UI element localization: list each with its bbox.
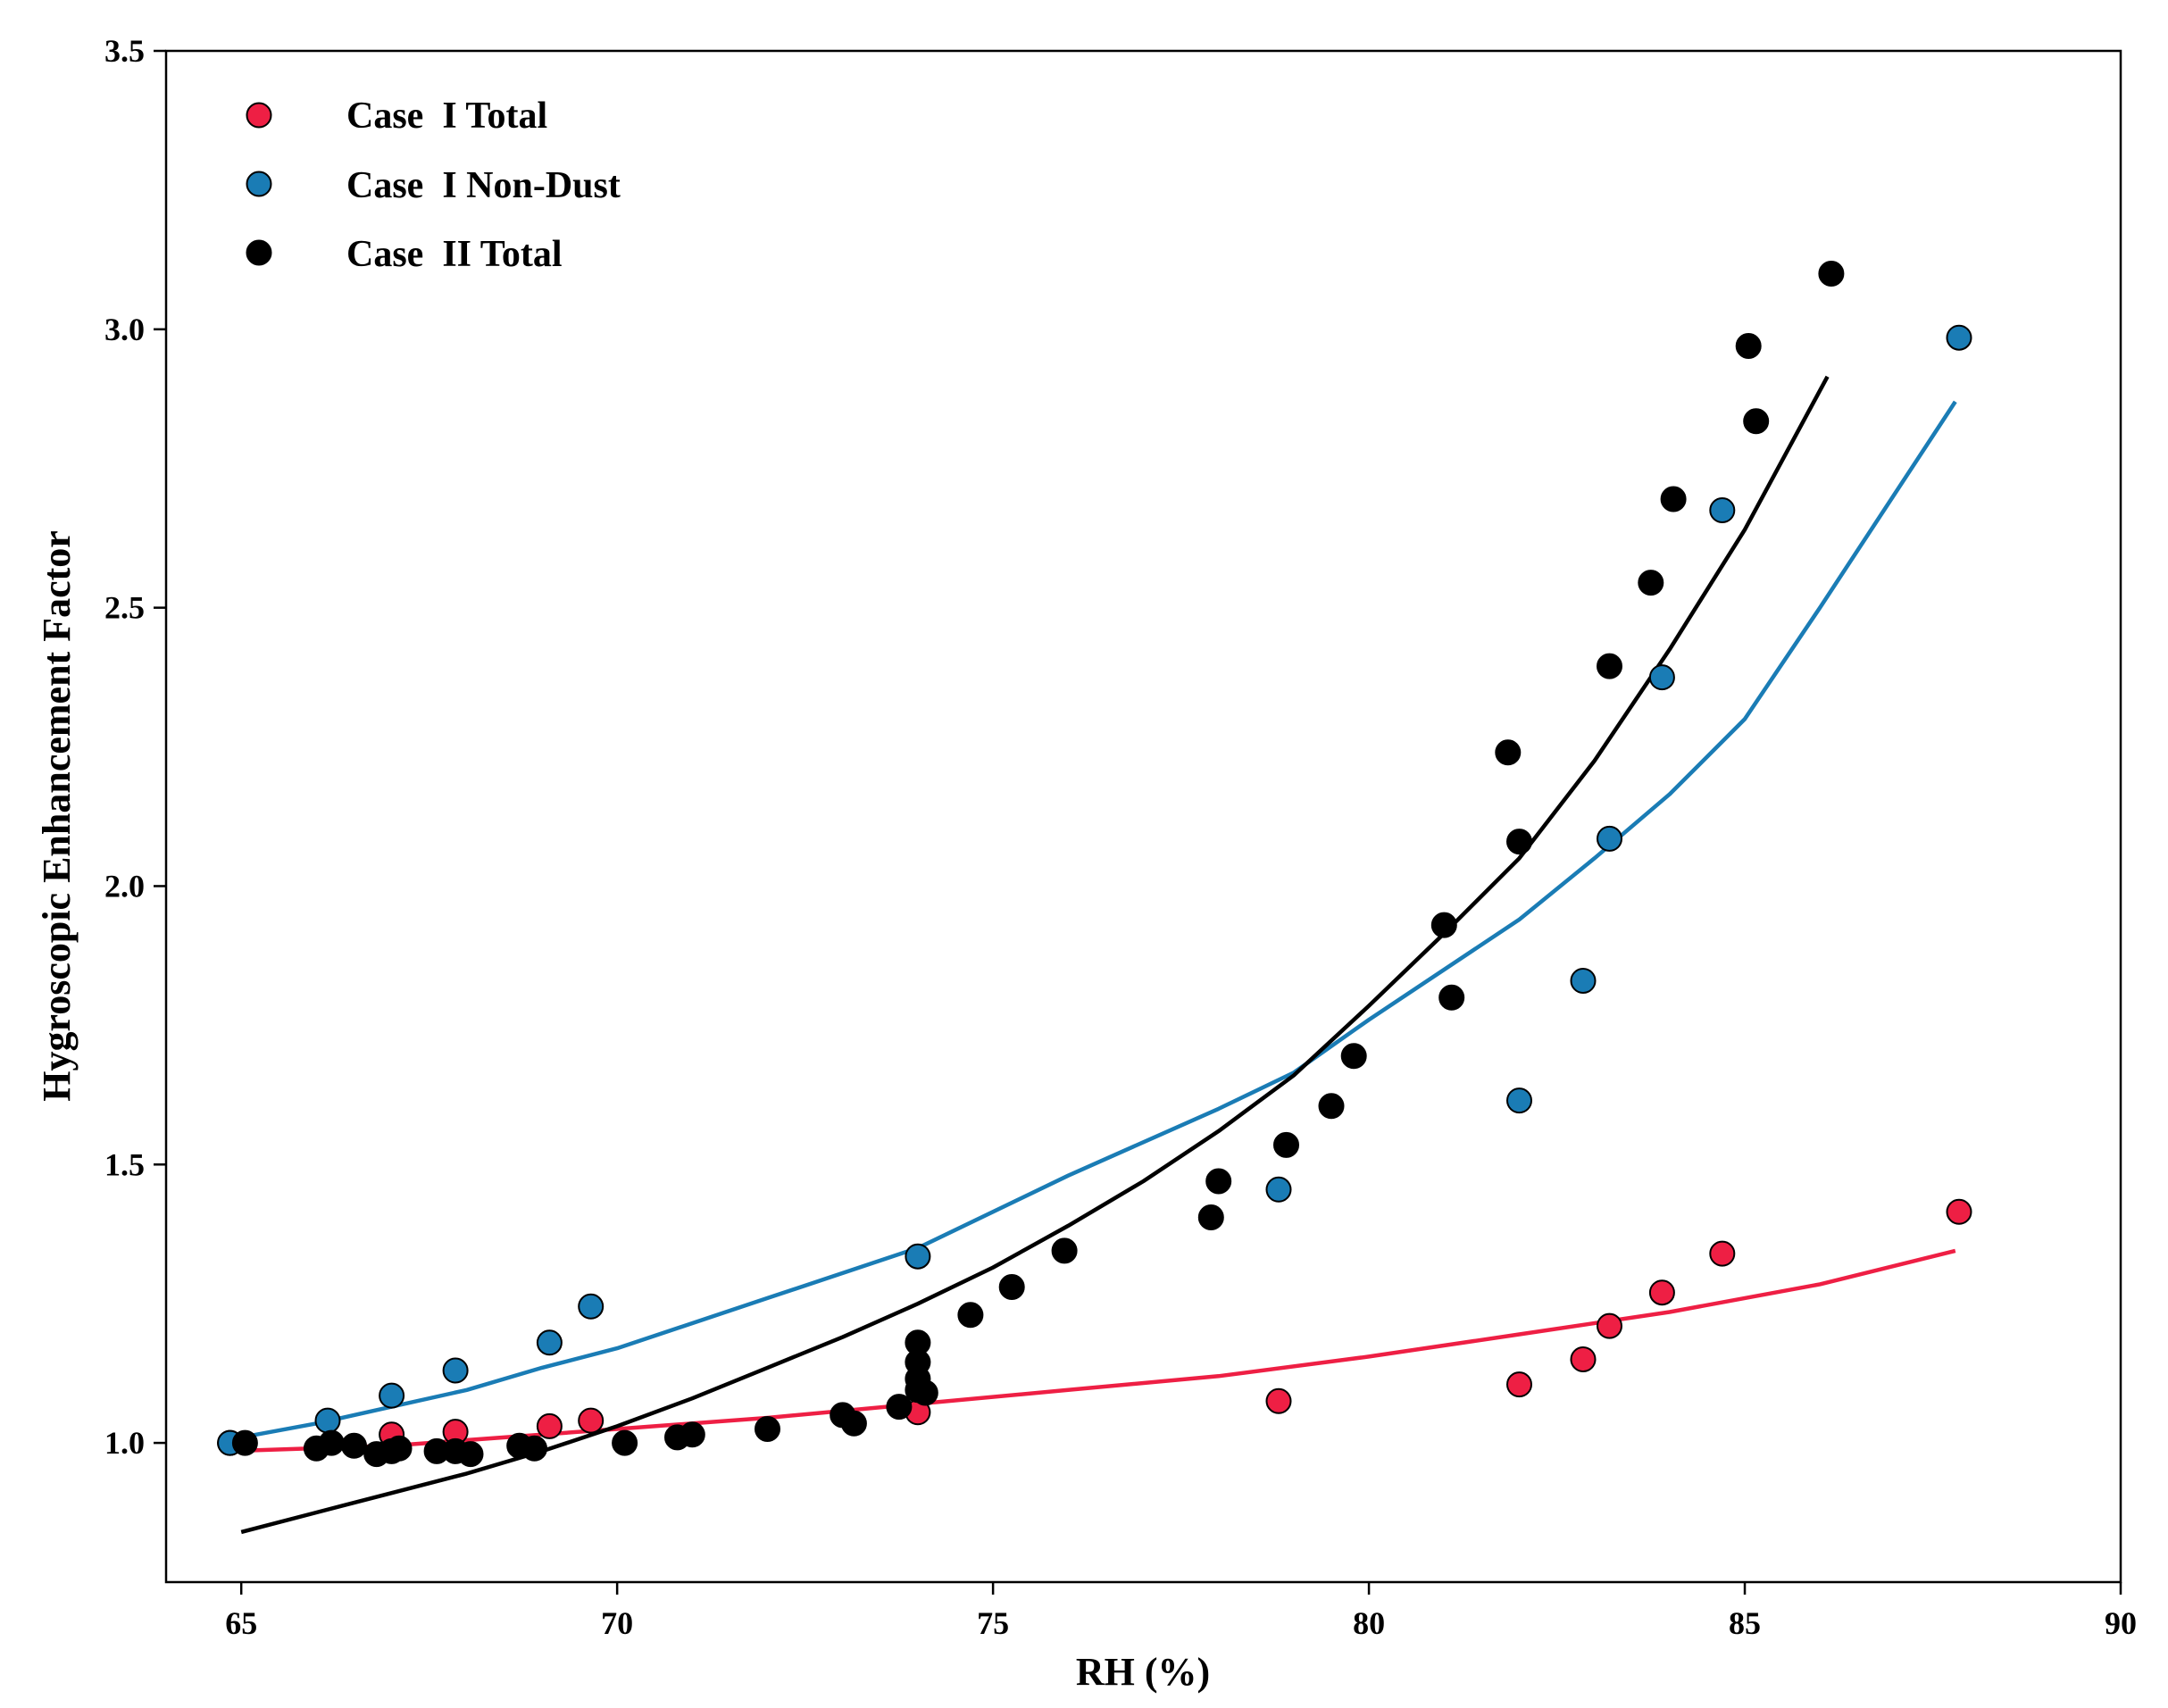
- plot-area-frame: [164, 49, 2122, 1584]
- y-tick-label: 2.5: [104, 590, 145, 626]
- data-point-case-ii-total: [1660, 486, 1687, 512]
- fit-line-case-ii-total: [240, 375, 1830, 1535]
- data-point-case-ii-total: [612, 1429, 638, 1456]
- data-point-case-ii-total: [1430, 912, 1457, 938]
- data-point-case-i-non-dust: [442, 1357, 469, 1384]
- data-point-case-ii-total: [957, 1302, 984, 1329]
- data-point-case-ii-total: [457, 1441, 484, 1468]
- legend: Case I Total Case I Non-Dust Case II Tot…: [246, 96, 621, 275]
- data-point-case-ii-total: [1495, 739, 1522, 766]
- data-point-case-ii-total: [1735, 333, 1762, 359]
- legend-label-case-i-total: Case I Total: [346, 96, 547, 137]
- data-point-case-ii-total: [231, 1429, 258, 1456]
- x-tick-label: 65: [225, 1605, 257, 1641]
- data-point-case-i-non-dust: [905, 1243, 931, 1270]
- data-point-case-i-total: [1265, 1387, 1292, 1414]
- data-point-case-i-total: [1506, 1371, 1532, 1398]
- data-point-case-i-non-dust: [578, 1293, 605, 1320]
- y-tick-label: 3.0: [104, 312, 145, 347]
- y-tick-label: 1.0: [104, 1425, 145, 1461]
- data-point-case-i-non-dust: [379, 1382, 405, 1409]
- fit-lines: [225, 375, 1957, 1535]
- data-point-case-ii-total: [1273, 1131, 1299, 1158]
- data-point-case-ii-total: [1205, 1168, 1232, 1195]
- fit-line-case-i-total: [226, 1248, 1956, 1454]
- data-point-case-ii-total: [679, 1421, 705, 1448]
- y-tick-label: 3.5: [104, 33, 145, 69]
- data-point-case-i-total: [1648, 1279, 1675, 1306]
- data-point-case-ii-total: [1743, 408, 1770, 435]
- data-point-case-ii-total: [1340, 1043, 1367, 1070]
- data-point-case-i-non-dust: [536, 1329, 563, 1356]
- data-point-case-i-non-dust: [1648, 664, 1675, 691]
- data-point-case-ii-total: [912, 1379, 938, 1406]
- series-case-i-total: [217, 1198, 1972, 1456]
- legend-marker-case-i-total: [246, 102, 272, 129]
- data-point-case-ii-total: [998, 1274, 1025, 1300]
- data-point-case-ii-total: [1638, 570, 1664, 596]
- data-point-case-i-total: [1946, 1198, 1972, 1225]
- y-tick-label: 1.5: [104, 1146, 145, 1182]
- data-point-case-ii-total: [386, 1435, 413, 1462]
- series-case-i-non-dust: [217, 324, 1972, 1456]
- data-point-case-ii-total: [1506, 829, 1532, 855]
- data-point-case-i-non-dust: [1506, 1087, 1532, 1114]
- legend-marker-case-ii-total: [246, 239, 272, 266]
- x-tick-label: 75: [977, 1605, 1009, 1641]
- x-tick-label: 85: [1729, 1605, 1761, 1641]
- data-point-case-i-total: [1570, 1346, 1597, 1372]
- y-axis-title: Hygroscopic Enhancement Factor: [35, 530, 79, 1102]
- y-axis-ticks: 1.0 1.5 2.0 2.5 3.0 3.5: [104, 33, 166, 1461]
- data-point-case-ii-total: [1197, 1204, 1224, 1230]
- data-point-case-i-non-dust: [1946, 324, 1972, 351]
- x-tick-label: 80: [1353, 1605, 1385, 1641]
- data-point-case-i-non-dust: [1570, 968, 1597, 994]
- data-point-case-ii-total: [341, 1432, 367, 1459]
- data-point-case-ii-total: [905, 1329, 931, 1356]
- legend-label-case-ii-total: Case II Total: [346, 234, 563, 275]
- data-point-case-i-non-dust: [1709, 497, 1736, 523]
- data-point-case-ii-total: [521, 1435, 547, 1462]
- data-point-case-ii-total: [1818, 261, 1845, 287]
- data-point-case-ii-total: [1597, 653, 1622, 679]
- data-point-case-ii-total: [840, 1410, 867, 1437]
- fit-line-case-i-non-dust: [225, 400, 1957, 1443]
- data-point-case-ii-total: [755, 1416, 780, 1442]
- data-point-case-i-non-dust: [1265, 1176, 1292, 1203]
- data-point-case-i-total: [1709, 1240, 1736, 1267]
- data-point-case-i-non-dust: [314, 1407, 341, 1434]
- x-tick-label: 90: [2105, 1605, 2137, 1641]
- legend-item-case-i-total: Case I Total: [246, 96, 547, 137]
- legend-label-case-i-non-dust: Case I Non-Dust: [346, 165, 621, 206]
- legend-item-case-ii-total: Case II Total: [246, 234, 563, 275]
- y-tick-label: 2.0: [104, 868, 145, 904]
- legend-item-case-i-non-dust: Case I Non-Dust: [246, 165, 621, 206]
- series-case-ii-total: [231, 261, 1845, 1468]
- legend-marker-case-i-non-dust: [246, 171, 272, 197]
- data-point-case-ii-total: [1318, 1093, 1345, 1120]
- scatter-points: [217, 261, 1972, 1468]
- data-point-case-ii-total: [1438, 984, 1465, 1011]
- data-point-case-ii-total: [1051, 1237, 1078, 1264]
- data-point-case-i-total: [1597, 1312, 1622, 1339]
- data-point-case-i-total: [536, 1412, 563, 1439]
- x-axis-ticks: 65 70 75 80 85 90: [225, 1582, 2137, 1641]
- data-point-case-ii-total: [318, 1429, 345, 1456]
- data-point-case-i-total: [578, 1407, 605, 1434]
- x-tick-label: 70: [601, 1605, 633, 1641]
- data-point-case-i-non-dust: [1597, 825, 1622, 852]
- x-axis-title: RH (%): [1076, 1650, 1210, 1694]
- data-point-case-ii-total: [886, 1394, 913, 1421]
